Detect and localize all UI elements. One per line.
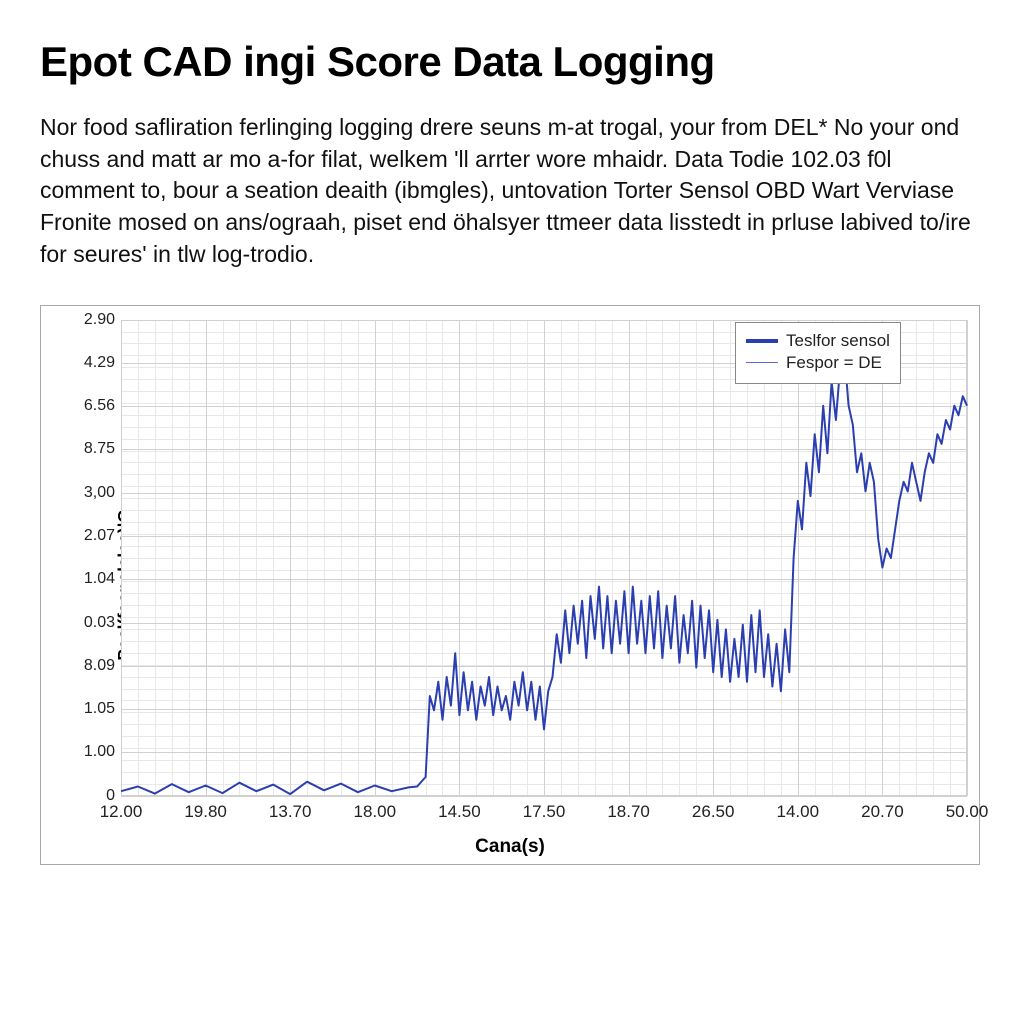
body-text: Nor food safliration ferlinging logging …: [40, 112, 980, 271]
x-axis-title: Cana(s): [475, 836, 545, 858]
legend-item: Teslfor sensol: [746, 331, 890, 351]
y-tick-label: 8.75: [84, 440, 121, 458]
y-tick-label: 6.56: [84, 397, 121, 415]
x-tick-label: 26.50: [692, 796, 735, 822]
y-tick-label: 1.05: [84, 700, 121, 718]
y-tick-label: 0.03: [84, 614, 121, 632]
y-tick-label: 8.09: [84, 657, 121, 675]
plot-area: 2.904.296.568.753,002.071.040.038.091.05…: [121, 320, 967, 796]
y-tick-label: 1.04: [84, 570, 121, 588]
chart-container: Poel(foonolalco)|G 2.904.296.568.753,002…: [40, 305, 980, 865]
legend-item: Fespor = DE: [746, 353, 890, 373]
y-tick-label: 2.07: [84, 527, 121, 545]
x-tick-label: 13.70: [269, 796, 312, 822]
legend-swatch: [746, 362, 778, 363]
y-tick-label: 3,00: [84, 484, 121, 502]
x-tick-label: 12.00: [100, 796, 143, 822]
x-tick-label: 14.50: [438, 796, 481, 822]
legend: Teslfor sensolFespor = DE: [735, 322, 901, 384]
y-tick-label: 2.90: [84, 311, 121, 329]
x-tick-label: 14.00: [777, 796, 820, 822]
x-tick-label: 18.00: [354, 796, 397, 822]
page-title: Epot CAD ingi Score Data Logging: [40, 38, 984, 86]
legend-label: Teslfor sensol: [786, 331, 890, 351]
x-tick-label: 19.80: [184, 796, 227, 822]
y-tick-label: 4.29: [84, 354, 121, 372]
x-tick-label: 17.50: [523, 796, 566, 822]
x-tick-label: 18.70: [607, 796, 650, 822]
legend-label: Fespor = DE: [786, 353, 882, 373]
legend-swatch: [746, 339, 778, 343]
x-tick-label: 50.00: [946, 796, 989, 822]
x-tick-label: 20.70: [861, 796, 904, 822]
y-tick-label: 1.00: [84, 743, 121, 761]
series-teslfor-sensol: [121, 320, 967, 796]
